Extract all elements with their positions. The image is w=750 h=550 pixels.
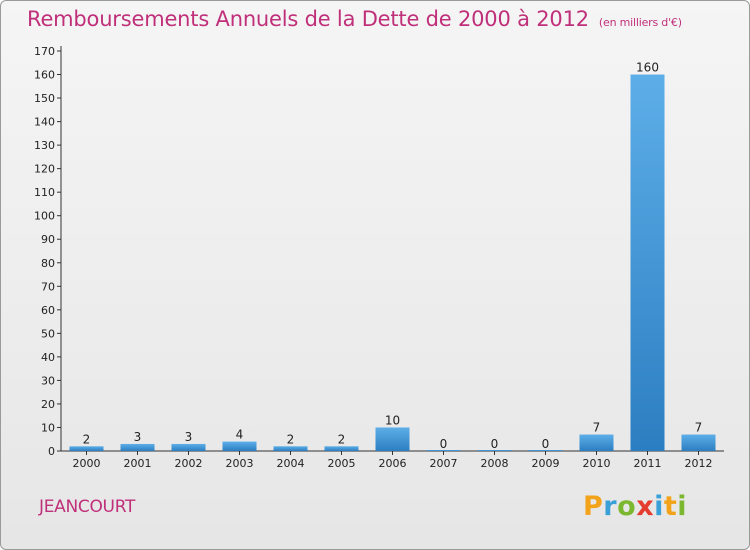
data-label: 4: [236, 428, 244, 442]
data-label: 10: [385, 413, 400, 427]
x-tick-label: 2000: [73, 457, 101, 470]
y-tick-label: 60: [41, 304, 55, 317]
y-tick-label: 80: [41, 257, 55, 270]
logo-letter: P: [583, 491, 604, 522]
y-tick-label: 90: [41, 233, 55, 246]
x-tick-label: 2004: [277, 457, 305, 470]
y-axis: 0 10 20 30 40 50 60 70 80 90 100 110 120 130 140 150 160…: [34, 45, 62, 458]
chart-title-text: Remboursements Annuels de la Dette de 20…: [27, 7, 589, 31]
data-label: 160: [636, 61, 659, 75]
x-tick-label: 2008: [481, 457, 509, 470]
bar: [477, 450, 512, 451]
place-name: JEANCOURT: [39, 497, 136, 517]
data-label: 0: [542, 437, 550, 451]
bar: [528, 450, 563, 451]
data-label: 2: [338, 432, 346, 446]
bar: [630, 74, 665, 451]
x-tick-label: 2003: [226, 457, 254, 470]
x-tick-label: 2005: [328, 457, 356, 470]
x-tick-label: 2007: [430, 457, 458, 470]
bars: [69, 74, 716, 451]
proxiti-logo: Proxiti: [583, 491, 687, 522]
y-tick-label: 30: [41, 374, 55, 387]
y-tick-label: 140: [34, 116, 55, 129]
x-tick-label: 2012: [685, 457, 713, 470]
x-axis: 2000 2001 2002 2003 2004 2005 2006 2007 2008 2009…: [61, 450, 724, 470]
x-tick-label: 2006: [379, 457, 407, 470]
y-tick-label: 10: [41, 421, 55, 434]
data-label: 0: [440, 437, 448, 451]
logo-letter: r: [603, 491, 618, 522]
y-tick-label: 150: [34, 92, 55, 105]
data-label: 0: [491, 437, 499, 451]
bar: [273, 446, 308, 451]
x-tick-label: 2009: [532, 457, 560, 470]
y-tick-label: 0: [48, 445, 55, 458]
bar: [324, 446, 359, 451]
data-label: 3: [185, 430, 193, 444]
x-tick-label: 2002: [175, 457, 203, 470]
y-tick-label: 160: [34, 69, 55, 82]
logo-letter: o: [617, 491, 637, 522]
data-label: 3: [134, 430, 142, 444]
logo-letter: t: [663, 491, 678, 522]
data-label: 2: [287, 432, 295, 446]
y-tick-label: 50: [41, 327, 55, 340]
y-tick-label: 130: [34, 139, 55, 152]
data-labels: 2 3 3 4 2 2 10 0 0 0 7 160 7: [83, 61, 703, 451]
bar: [426, 450, 461, 451]
bar: [69, 446, 104, 451]
bar: [171, 443, 206, 451]
logo-letter: i: [677, 491, 688, 522]
bar: [681, 434, 716, 451]
y-tick-label: 40: [41, 351, 55, 364]
x-tick-label: 2011: [634, 457, 662, 470]
logo-letter: x: [636, 491, 655, 522]
data-label: 7: [695, 421, 703, 435]
bar: [579, 434, 614, 451]
y-tick-label: 120: [34, 163, 55, 176]
bar: [120, 443, 155, 451]
logo-letter: i: [654, 491, 664, 522]
x-tick-label: 2010: [583, 457, 611, 470]
data-label: 2: [83, 432, 91, 446]
data-label: 7: [593, 421, 601, 435]
y-tick-label: 100: [34, 210, 55, 223]
bar: [222, 441, 257, 451]
chart-unit: (en milliers d'€): [598, 16, 682, 29]
chart-title: Remboursements Annuels de la Dette de 20…: [27, 7, 682, 31]
y-tick-label: 20: [41, 398, 55, 411]
y-tick-label: 170: [34, 45, 55, 58]
y-tick-label: 70: [41, 280, 55, 293]
y-tick-label: 110: [34, 186, 55, 199]
bar: [375, 427, 410, 451]
x-tick-label: 2001: [124, 457, 152, 470]
